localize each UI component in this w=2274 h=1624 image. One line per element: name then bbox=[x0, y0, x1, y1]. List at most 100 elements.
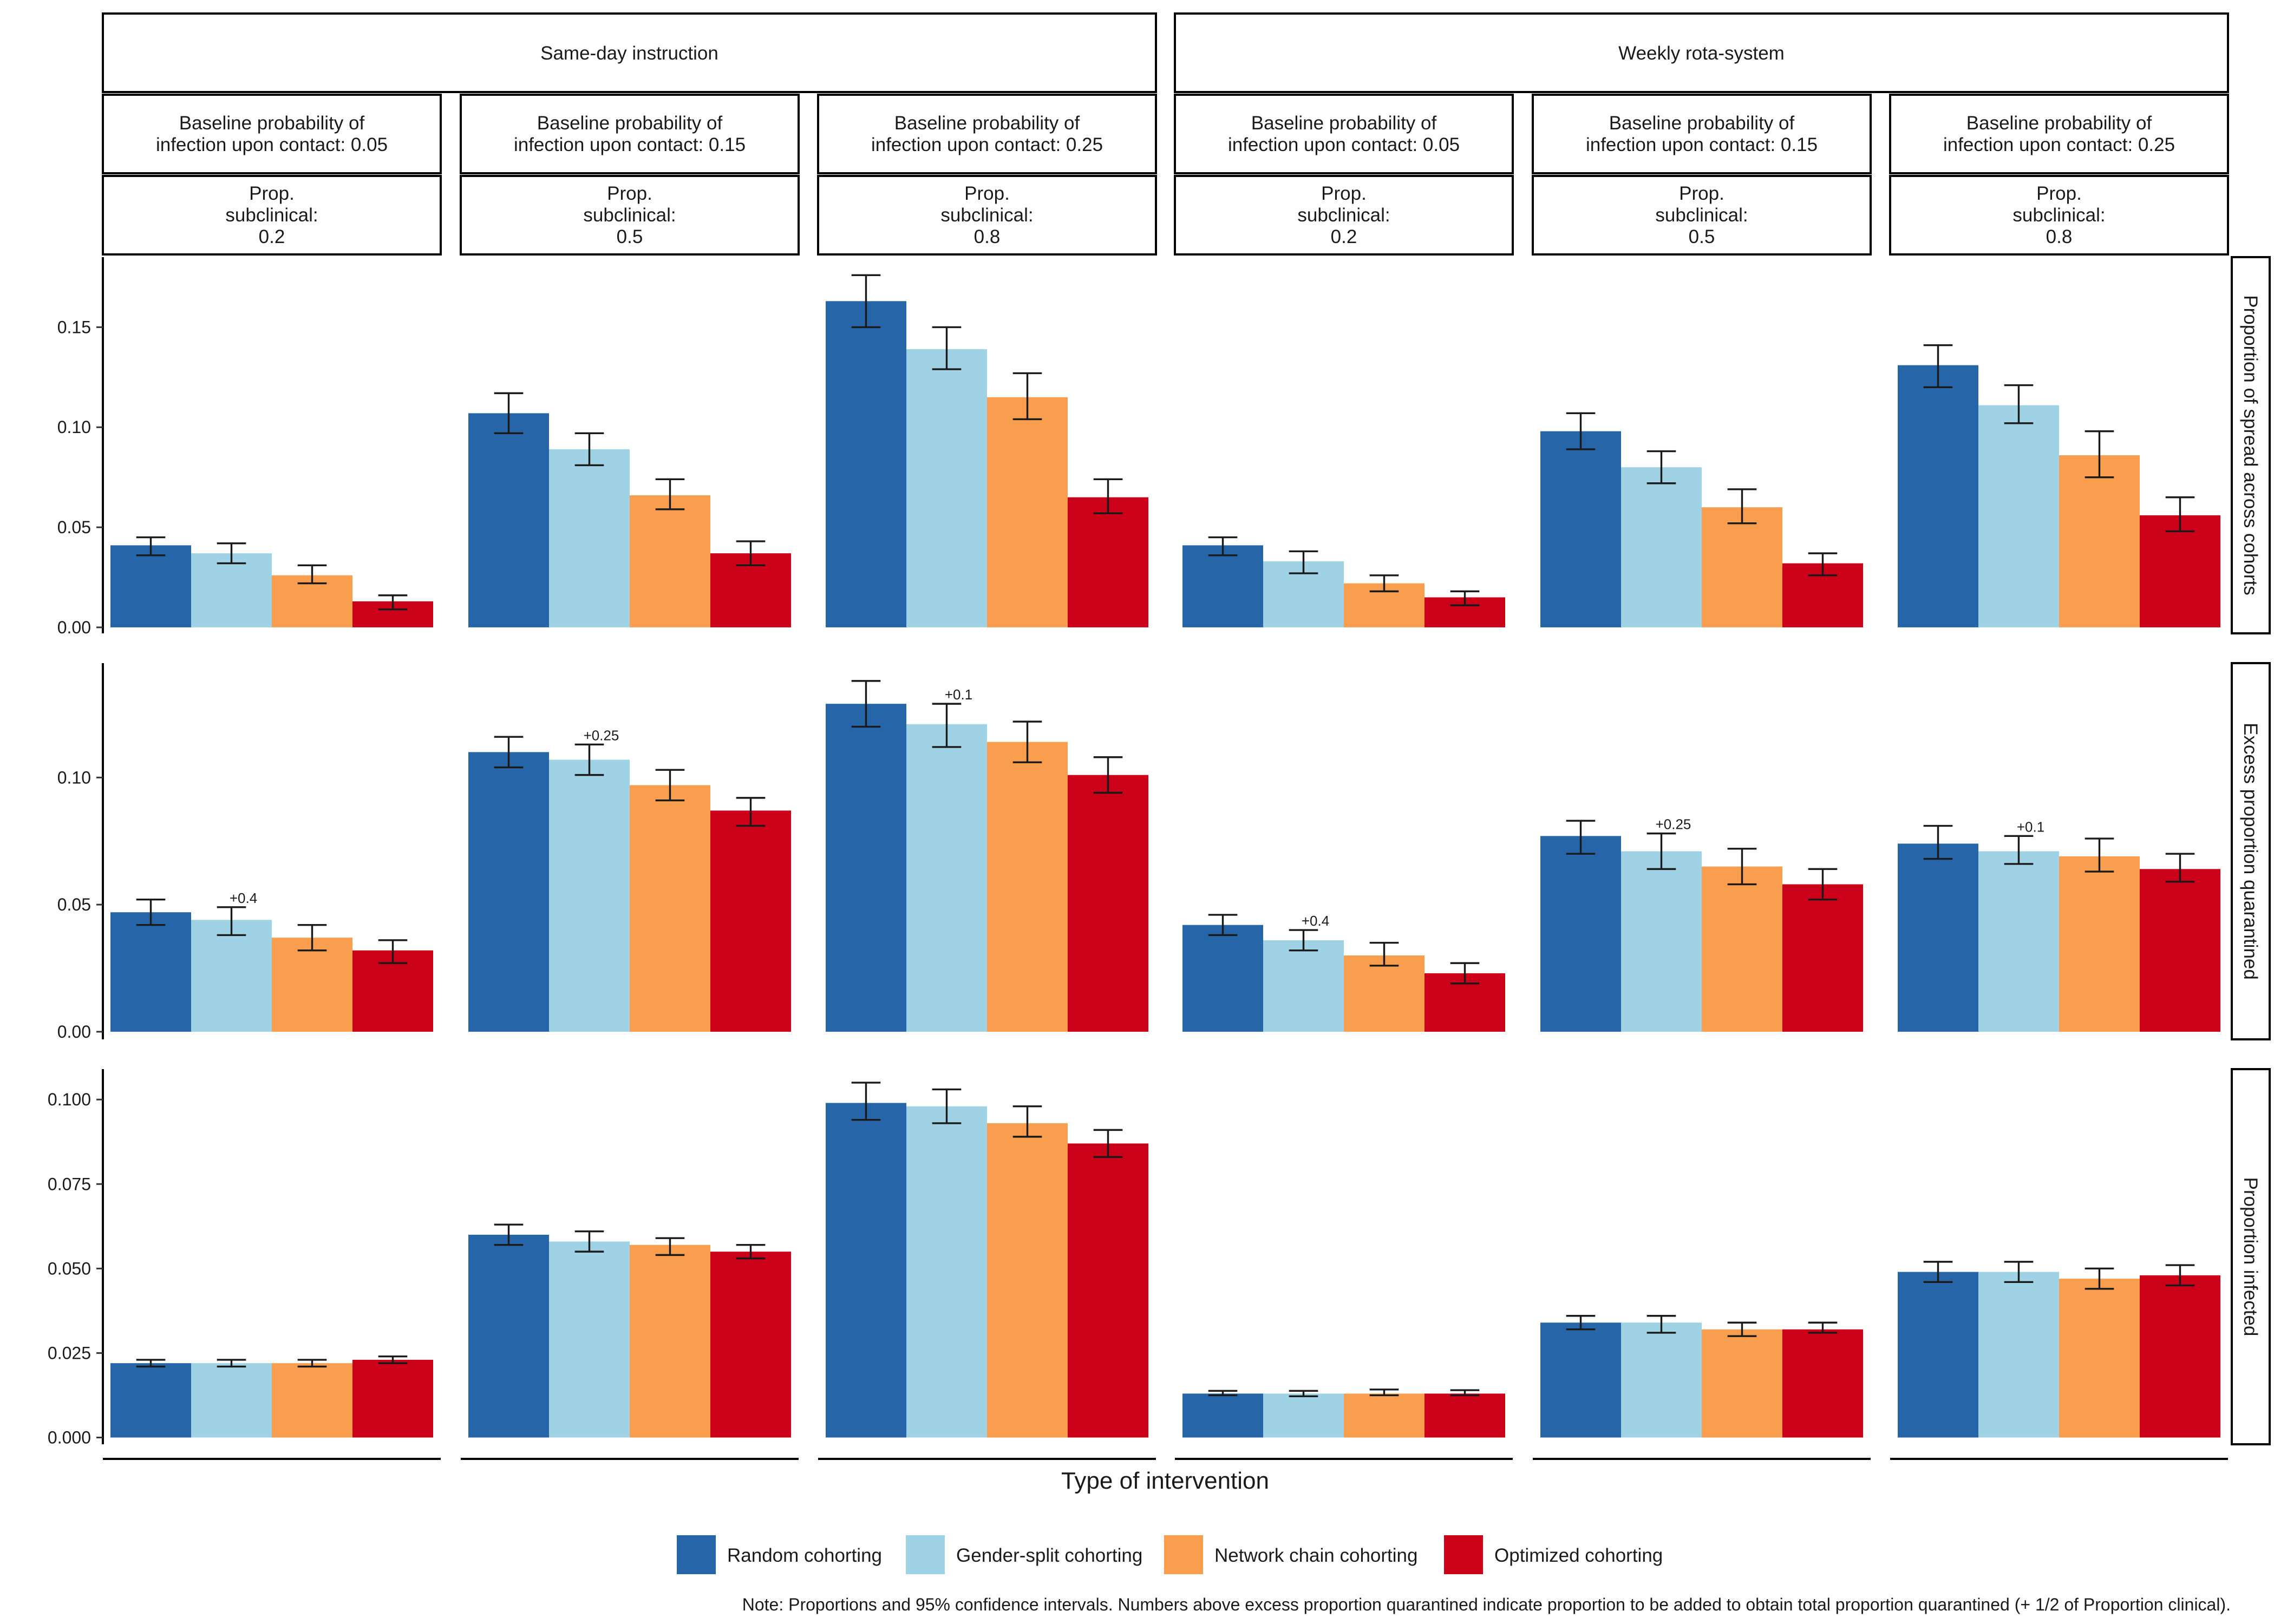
legend: Random cohorting Gender-split cohorting Ne… bbox=[677, 1535, 1663, 1574]
legend-label: Network chain cohorting bbox=[1214, 1545, 1417, 1566]
probability-strip-label: Baseline probability of infection upon co… bbox=[871, 113, 1103, 155]
facet-panels: +0.4 +0.25 +0.1 +0.4 +0.25 +0.1 bbox=[110, 275, 2220, 1437]
quarantine-annotation: +0.25 bbox=[584, 727, 619, 743]
bar-network-chain-cohorting bbox=[987, 1123, 1068, 1438]
bar-network-chain-cohorting bbox=[1702, 867, 1782, 1032]
group-strip-label: Same-day instruction bbox=[540, 43, 718, 64]
row-strip-label: Excess proportion quarantined bbox=[2240, 723, 2261, 980]
bar-network-chain-cohorting bbox=[987, 397, 1068, 627]
bar-network-chain-cohorting bbox=[987, 742, 1068, 1032]
bar-random-cohorting bbox=[1182, 925, 1263, 1032]
bar-network-chain-cohorting bbox=[2059, 455, 2140, 627]
probability-strip-label: Baseline probability of infection upon co… bbox=[1943, 113, 2175, 155]
bar-gender-split-cohorting bbox=[549, 449, 630, 627]
quarantine-annotation: +0.4 bbox=[230, 890, 257, 906]
bar-random-cohorting bbox=[110, 1363, 191, 1437]
bar-random-cohorting bbox=[1182, 1393, 1263, 1437]
y-tick-label: 0.00 bbox=[57, 618, 91, 637]
bar-random-cohorting bbox=[468, 752, 549, 1032]
bar-gender-split-cohorting bbox=[1621, 852, 1702, 1032]
bar-gender-split-cohorting bbox=[906, 724, 987, 1032]
footnote: Note: Proportions and 95% confidence int… bbox=[742, 1595, 2231, 1614]
bar-gender-split-cohorting bbox=[191, 1363, 272, 1437]
y-tick-label: 0.10 bbox=[57, 417, 91, 437]
bar-network-chain-cohorting bbox=[630, 495, 710, 627]
y-tick-label: 0.100 bbox=[48, 1090, 91, 1109]
bar-network-chain-cohorting bbox=[272, 938, 352, 1032]
legend-swatch bbox=[677, 1535, 716, 1574]
bar-optimized-cohorting bbox=[2140, 1275, 2220, 1438]
bar-random-cohorting bbox=[110, 545, 191, 627]
y-tick-label: 0.050 bbox=[48, 1259, 91, 1278]
bar-random-cohorting bbox=[1540, 431, 1621, 627]
bar-random-cohorting bbox=[826, 1103, 906, 1437]
bar-network-chain-cohorting bbox=[1344, 955, 1424, 1032]
group-strip-label: Weekly rota-system bbox=[1618, 43, 1785, 64]
bar-gender-split-cohorting bbox=[1263, 1393, 1344, 1437]
y-tick-label: 0.05 bbox=[57, 895, 91, 914]
quarantine-annotation: +0.1 bbox=[945, 686, 972, 703]
bar-random-cohorting bbox=[1182, 545, 1263, 627]
bar-random-cohorting bbox=[1898, 365, 1978, 627]
bar-optimized-cohorting bbox=[1424, 1393, 1505, 1437]
bar-optimized-cohorting bbox=[352, 1360, 433, 1438]
legend-label: Optimized cohorting bbox=[1494, 1545, 1663, 1566]
bar-network-chain-cohorting bbox=[1344, 1393, 1424, 1437]
bar-gender-split-cohorting bbox=[906, 1106, 987, 1438]
row-strip-label: Proportion of spread across cohorts bbox=[2240, 295, 2261, 595]
bar-optimized-cohorting bbox=[1068, 497, 1148, 627]
bar-random-cohorting bbox=[110, 912, 191, 1032]
legend-swatch bbox=[1444, 1535, 1483, 1574]
quarantine-annotation: +0.25 bbox=[1656, 816, 1691, 833]
legend-swatch bbox=[1164, 1535, 1203, 1574]
y-tick-label: 0.15 bbox=[57, 317, 91, 337]
probability-strip-label: Baseline probability of infection upon co… bbox=[156, 113, 388, 155]
bar-optimized-cohorting bbox=[1068, 775, 1148, 1032]
bar-gender-split-cohorting bbox=[1621, 467, 1702, 627]
bar-network-chain-cohorting bbox=[272, 1363, 352, 1437]
bar-optimized-cohorting bbox=[1782, 885, 1863, 1032]
legend-label: Random cohorting bbox=[727, 1545, 882, 1566]
bar-random-cohorting bbox=[826, 704, 906, 1032]
bar-gender-split-cohorting bbox=[1978, 852, 2059, 1032]
bar-gender-split-cohorting bbox=[191, 553, 272, 627]
bar-network-chain-cohorting bbox=[1702, 1330, 1782, 1438]
y-tick-label: 0.000 bbox=[48, 1428, 91, 1448]
bar-network-chain-cohorting bbox=[1702, 507, 1782, 627]
bar-network-chain-cohorting bbox=[630, 1245, 710, 1438]
probability-strip-label: Baseline probability of infection upon co… bbox=[1586, 113, 1818, 155]
legend-label: Gender-split cohorting bbox=[956, 1545, 1142, 1566]
x-axis-label: Type of intervention bbox=[1061, 1468, 1269, 1494]
bar-network-chain-cohorting bbox=[2059, 856, 2140, 1032]
y-tick-label: 0.075 bbox=[48, 1174, 91, 1194]
bar-random-cohorting bbox=[468, 413, 549, 627]
probability-strip-label: Baseline probability of infection upon co… bbox=[514, 113, 746, 155]
bar-random-cohorting bbox=[1540, 836, 1621, 1032]
bar-gender-split-cohorting bbox=[549, 1241, 630, 1437]
bar-random-cohorting bbox=[1540, 1322, 1621, 1437]
y-tick-label: 0.10 bbox=[57, 768, 91, 787]
quarantine-annotation: +0.4 bbox=[1302, 913, 1329, 929]
bar-gender-split-cohorting bbox=[906, 349, 987, 627]
probability-strip-label: Baseline probability of infection upon co… bbox=[1228, 113, 1460, 155]
bar-gender-split-cohorting bbox=[1263, 940, 1344, 1032]
facet-strips: Same-day instruction Weekly rota-system Ba… bbox=[103, 14, 2228, 254]
bar-optimized-cohorting bbox=[710, 1252, 791, 1437]
y-tick-label: 0.00 bbox=[57, 1022, 91, 1042]
bar-gender-split-cohorting bbox=[549, 759, 630, 1031]
bar-optimized-cohorting bbox=[710, 810, 791, 1032]
bar-optimized-cohorting bbox=[1782, 1330, 1863, 1438]
bar-network-chain-cohorting bbox=[2059, 1279, 2140, 1437]
bar-network-chain-cohorting bbox=[630, 785, 710, 1032]
error-bar bbox=[1370, 1390, 1399, 1396]
bar-optimized-cohorting bbox=[2140, 869, 2220, 1032]
y-tick-label: 0.05 bbox=[57, 518, 91, 537]
legend-swatch bbox=[906, 1535, 945, 1574]
bar-gender-split-cohorting bbox=[191, 920, 272, 1032]
bar-gender-split-cohorting bbox=[1621, 1322, 1702, 1437]
bar-random-cohorting bbox=[468, 1235, 549, 1438]
quarantine-annotation: +0.1 bbox=[2017, 818, 2044, 835]
error-bar bbox=[1208, 1391, 1238, 1395]
bar-gender-split-cohorting bbox=[1978, 1272, 2059, 1438]
